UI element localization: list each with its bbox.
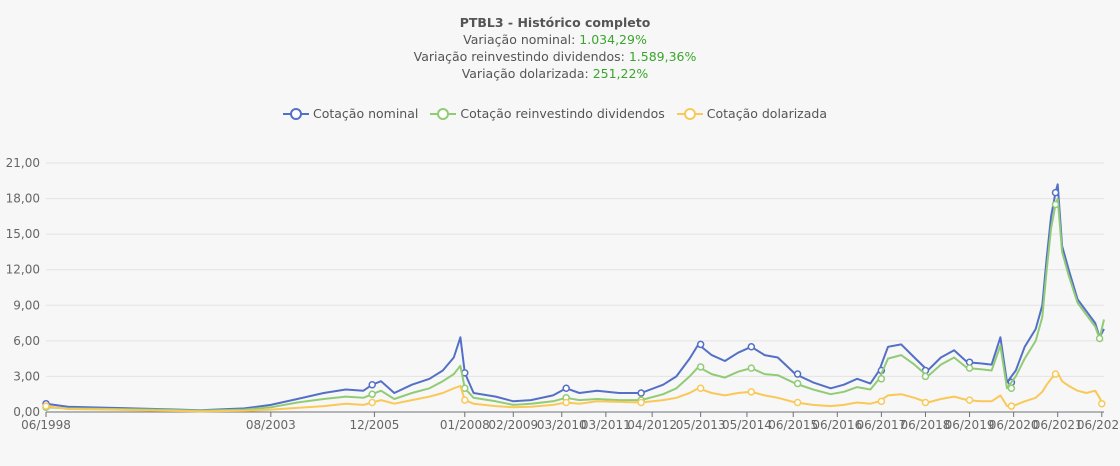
series-point-2 bbox=[1098, 399, 1106, 408]
series-point-0 bbox=[696, 340, 705, 349]
stat-dividends: Variação reinvestindo dividendos: 1.589,… bbox=[0, 48, 1110, 65]
x-tick-label: 08/2003 bbox=[246, 418, 296, 432]
legend-item-dividends[interactable]: Cotação reinvestindo dividendos bbox=[430, 106, 665, 121]
chart-header: PTBL3 - Histórico completo Variação nomi… bbox=[0, 14, 1110, 82]
legend-item-nominal[interactable]: Cotação nominal bbox=[283, 106, 418, 121]
y-tick-label: 15,00 bbox=[6, 227, 40, 241]
x-tick-label: 06/2018 bbox=[901, 418, 951, 432]
series-point-2 bbox=[1007, 402, 1016, 410]
series-point-0 bbox=[1051, 188, 1060, 197]
x-tick-label: 06/2015 bbox=[768, 418, 818, 432]
legend-item-dollar[interactable]: Cotação dolarizada bbox=[676, 106, 827, 121]
series-point-1 bbox=[1007, 384, 1016, 393]
series-point-0 bbox=[562, 384, 570, 393]
legend-marker-dividends-icon bbox=[430, 107, 457, 120]
series-line-1 bbox=[45, 197, 1105, 412]
x-tick-label: 06/2021 bbox=[1033, 418, 1083, 432]
x-tick-label: 02/2009 bbox=[488, 418, 538, 432]
series-point-1 bbox=[793, 379, 802, 388]
x-tick-label: 06/2019 bbox=[945, 418, 995, 432]
series-point-2 bbox=[747, 388, 756, 396]
series-point-2 bbox=[921, 398, 930, 407]
series-point-0 bbox=[747, 343, 756, 351]
x-tick-label: 04/2012 bbox=[627, 418, 677, 432]
x-tick-label: 01/2008 bbox=[440, 418, 490, 432]
stat-dollar: Variação dolarizada: 251,22% bbox=[0, 65, 1110, 82]
series-point-1 bbox=[747, 364, 756, 372]
series-point-1 bbox=[921, 372, 930, 381]
x-tick-label: 05/2014 bbox=[722, 418, 772, 432]
series-point-0 bbox=[965, 358, 974, 366]
series-point-1 bbox=[1051, 200, 1060, 209]
series-point-1 bbox=[368, 390, 376, 398]
y-tick-label: 9,00 bbox=[13, 298, 40, 312]
legend-label-nominal: Cotação nominal bbox=[313, 106, 419, 121]
y-tick-label: 3,00 bbox=[13, 369, 40, 383]
series-point-2 bbox=[696, 384, 705, 393]
y-tick-label: 6,00 bbox=[13, 334, 40, 348]
stat-dollar-label: Variação dolarizada: bbox=[461, 66, 593, 81]
x-tick-label: 06/2016 bbox=[812, 418, 862, 432]
series-point-2 bbox=[461, 396, 469, 404]
legend-label-dividends: Cotação reinvestindo dividendos bbox=[460, 106, 665, 121]
stat-dollar-value: 251,22% bbox=[592, 66, 649, 81]
series-point-2 bbox=[793, 398, 802, 407]
x-tick-label: 12/2005 bbox=[349, 418, 399, 432]
series-point-1 bbox=[965, 364, 974, 372]
series-point-2 bbox=[637, 398, 645, 407]
stat-dividends-label: Variação reinvestindo dividendos: bbox=[413, 49, 629, 64]
series-point-1 bbox=[877, 375, 886, 383]
series-point-0 bbox=[637, 389, 645, 397]
series-point-2 bbox=[562, 398, 570, 407]
stat-dividends-value: 1.589,36% bbox=[628, 49, 697, 64]
series-point-2 bbox=[877, 397, 886, 406]
y-tick-label: 18,00 bbox=[6, 192, 40, 206]
stat-nominal-value: 1.034,29% bbox=[579, 32, 647, 47]
series-point-0 bbox=[368, 380, 376, 389]
x-tick-label: 03/2011 bbox=[581, 418, 631, 432]
series-point-1 bbox=[696, 363, 705, 371]
x-tick-label: 06/2017 bbox=[856, 418, 906, 432]
series-point-2 bbox=[1051, 370, 1060, 378]
y-tick-label: 0,00 bbox=[13, 405, 40, 419]
y-tick-label: 21,00 bbox=[6, 156, 40, 170]
series-point-0 bbox=[793, 370, 802, 378]
x-tick-label: 06/2020 bbox=[989, 418, 1039, 432]
chart-legend: Cotação nominal Cotação reinvestindo div… bbox=[0, 106, 1110, 124]
series-point-1 bbox=[1095, 334, 1104, 343]
legend-marker-nominal-icon bbox=[283, 107, 309, 120]
series-line-2 bbox=[45, 371, 1105, 413]
x-tick-label: 05/2013 bbox=[676, 418, 726, 432]
series-point-2 bbox=[368, 398, 376, 407]
series-point-2 bbox=[42, 402, 50, 410]
x-tick-label: 06/1998 bbox=[21, 418, 71, 432]
stat-nominal-label: Variação nominal: bbox=[463, 32, 580, 47]
y-tick-label: 12,00 bbox=[6, 263, 40, 277]
stat-nominal: Variação nominal: 1.034,29% bbox=[0, 31, 1110, 48]
x-tick-label: 06/2022 bbox=[1077, 418, 1120, 432]
chart-title: PTBL3 - Histórico completo bbox=[459, 15, 651, 30]
series-point-2 bbox=[965, 396, 974, 404]
legend-label-dollar: Cotação dolarizada bbox=[706, 106, 827, 121]
x-tick-label: 03/2010 bbox=[537, 418, 587, 432]
series-line-0 bbox=[45, 183, 1105, 412]
legend-marker-dollar-icon bbox=[676, 107, 703, 120]
